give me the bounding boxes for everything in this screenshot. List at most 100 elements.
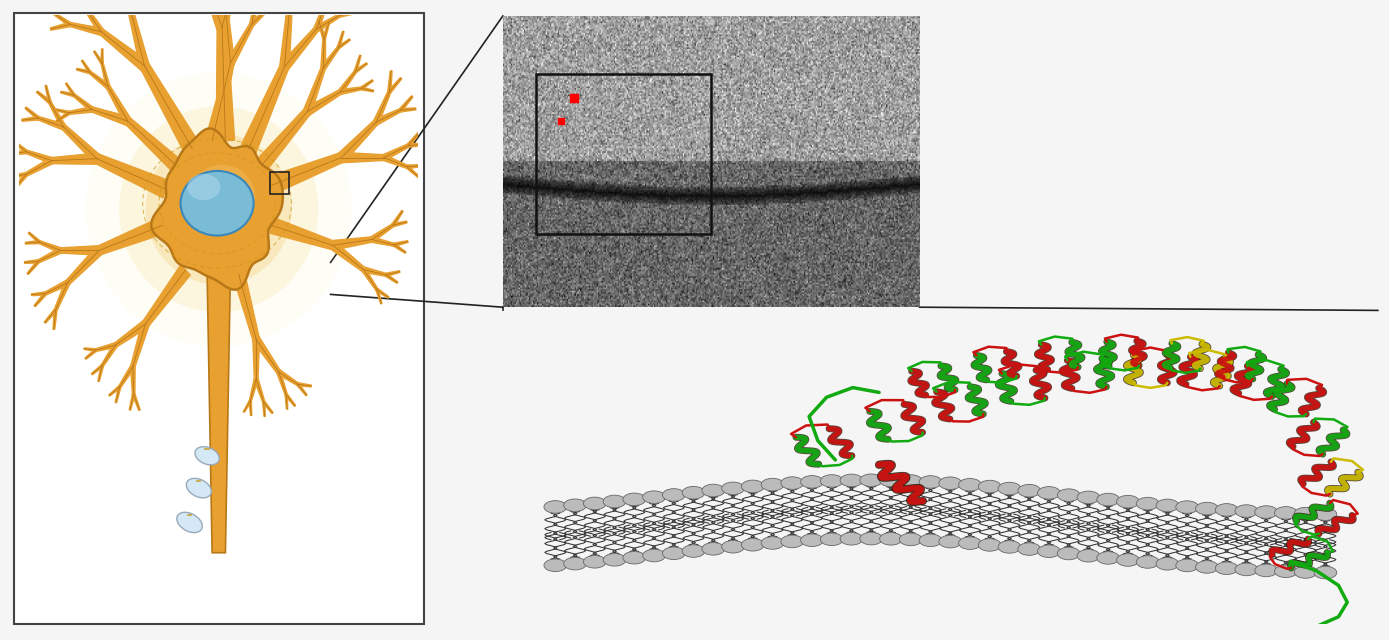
Polygon shape: [386, 271, 400, 276]
Ellipse shape: [1018, 543, 1040, 556]
Polygon shape: [140, 63, 199, 154]
Polygon shape: [385, 273, 397, 284]
Polygon shape: [132, 394, 140, 410]
Ellipse shape: [583, 556, 606, 568]
Polygon shape: [322, 47, 339, 70]
Ellipse shape: [643, 491, 665, 504]
Polygon shape: [206, 61, 233, 143]
Polygon shape: [361, 80, 374, 90]
Ellipse shape: [1176, 500, 1199, 513]
Polygon shape: [69, 107, 92, 115]
Polygon shape: [28, 232, 40, 243]
Polygon shape: [115, 387, 121, 403]
Polygon shape: [249, 401, 251, 415]
Ellipse shape: [978, 539, 1001, 551]
Polygon shape: [10, 173, 26, 178]
Ellipse shape: [188, 174, 221, 200]
Ellipse shape: [1215, 562, 1238, 575]
Ellipse shape: [1295, 566, 1317, 579]
Ellipse shape: [1136, 556, 1158, 568]
Polygon shape: [268, 0, 278, 8]
Ellipse shape: [860, 474, 882, 486]
Ellipse shape: [939, 535, 961, 548]
Polygon shape: [57, 111, 69, 122]
Ellipse shape: [1314, 566, 1336, 579]
Polygon shape: [61, 246, 99, 255]
Polygon shape: [85, 349, 96, 359]
Polygon shape: [97, 365, 104, 381]
Polygon shape: [376, 289, 382, 304]
Ellipse shape: [939, 477, 961, 490]
Polygon shape: [314, 0, 329, 31]
Polygon shape: [22, 116, 39, 121]
Polygon shape: [49, 101, 65, 129]
Ellipse shape: [821, 533, 843, 545]
Ellipse shape: [920, 534, 942, 547]
Polygon shape: [233, 272, 260, 340]
Ellipse shape: [564, 499, 586, 511]
Polygon shape: [257, 108, 310, 171]
Polygon shape: [408, 143, 424, 147]
Polygon shape: [282, 27, 318, 70]
Polygon shape: [143, 265, 190, 327]
Polygon shape: [118, 365, 135, 388]
Ellipse shape: [181, 171, 254, 236]
Polygon shape: [213, 0, 228, 15]
Ellipse shape: [1254, 564, 1278, 577]
Ellipse shape: [682, 486, 704, 499]
Ellipse shape: [920, 476, 942, 488]
Polygon shape: [315, 14, 340, 32]
Polygon shape: [82, 60, 90, 73]
Polygon shape: [65, 0, 83, 5]
Ellipse shape: [800, 534, 824, 547]
Ellipse shape: [663, 547, 685, 559]
Polygon shape: [92, 364, 103, 375]
Polygon shape: [38, 248, 61, 263]
Ellipse shape: [622, 552, 646, 564]
Ellipse shape: [821, 475, 843, 487]
Ellipse shape: [978, 480, 1001, 493]
Ellipse shape: [189, 165, 256, 230]
Polygon shape: [85, 348, 96, 351]
Polygon shape: [101, 344, 117, 367]
Polygon shape: [250, 6, 271, 26]
Ellipse shape: [643, 549, 665, 562]
Ellipse shape: [1076, 550, 1100, 562]
Polygon shape: [25, 107, 39, 120]
Ellipse shape: [1117, 554, 1139, 566]
Ellipse shape: [701, 484, 725, 497]
Polygon shape: [129, 394, 135, 410]
Polygon shape: [65, 83, 75, 96]
Polygon shape: [151, 129, 283, 290]
Polygon shape: [96, 154, 168, 198]
Polygon shape: [196, 0, 228, 30]
Ellipse shape: [603, 554, 626, 566]
Ellipse shape: [701, 543, 725, 555]
Polygon shape: [371, 237, 394, 246]
Ellipse shape: [1215, 504, 1238, 516]
Ellipse shape: [1196, 502, 1218, 515]
Polygon shape: [26, 150, 53, 164]
Polygon shape: [363, 267, 386, 276]
Polygon shape: [89, 71, 110, 89]
Polygon shape: [393, 243, 406, 253]
Polygon shape: [253, 339, 260, 379]
Polygon shape: [339, 120, 378, 162]
Polygon shape: [393, 241, 408, 246]
Polygon shape: [285, 394, 296, 406]
Polygon shape: [363, 268, 378, 291]
Polygon shape: [407, 164, 422, 168]
Polygon shape: [56, 109, 69, 115]
Polygon shape: [376, 289, 389, 298]
Polygon shape: [36, 91, 50, 104]
Ellipse shape: [899, 533, 922, 546]
Polygon shape: [100, 29, 147, 71]
Ellipse shape: [879, 532, 903, 545]
Polygon shape: [342, 152, 383, 163]
Ellipse shape: [165, 154, 272, 264]
Polygon shape: [285, 395, 288, 409]
Ellipse shape: [860, 532, 882, 545]
Polygon shape: [242, 64, 289, 153]
Ellipse shape: [1176, 559, 1199, 572]
Ellipse shape: [1314, 508, 1336, 520]
